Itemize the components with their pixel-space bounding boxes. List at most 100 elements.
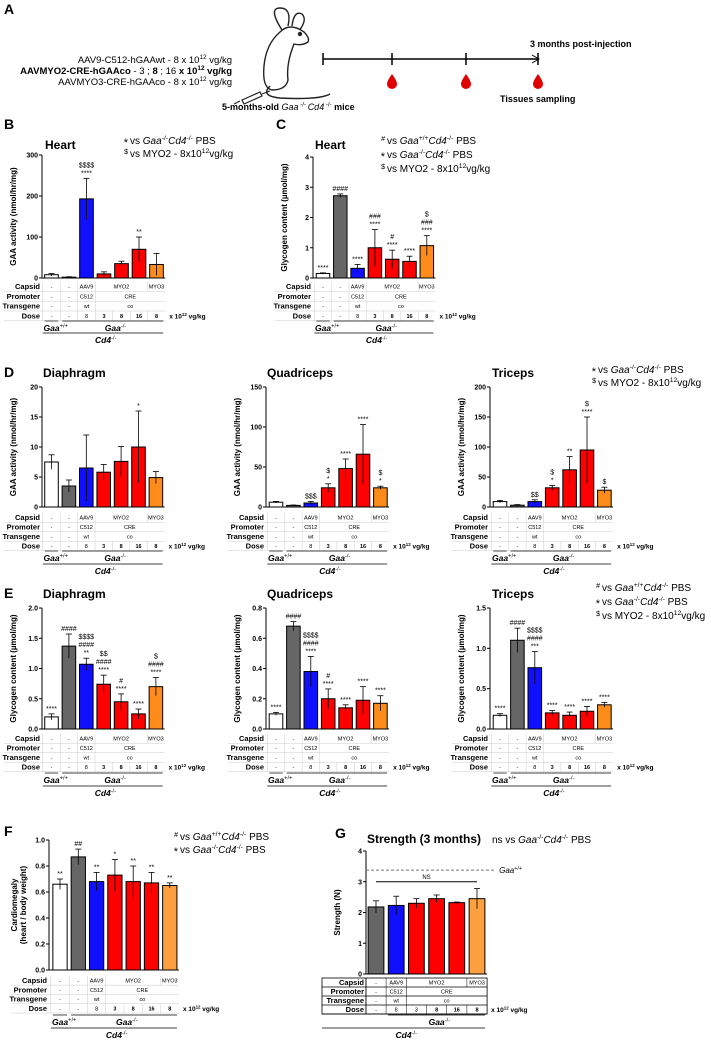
significance-annotation: **** xyxy=(81,170,92,177)
text-run: -/- xyxy=(121,324,127,330)
text-run: Gaa xyxy=(268,775,284,785)
table-cell: 16 xyxy=(454,1008,460,1014)
table-row-label: Dose xyxy=(293,311,311,320)
text-run: Cd4 xyxy=(106,1030,122,1040)
significance-annotation: **** xyxy=(323,681,334,688)
bar xyxy=(88,881,105,971)
significance-annotation: ** xyxy=(130,858,136,865)
table-cell: 16 xyxy=(406,314,412,320)
table-cell: - xyxy=(68,304,70,310)
legend-entry: vs Gaa+/+Cd4-/- PBS xyxy=(387,135,476,147)
text-run: Cd4 xyxy=(319,566,335,576)
y-tick-label: 0.4 xyxy=(252,666,262,673)
significance-annotation: * xyxy=(327,476,330,483)
significance-annotation: $$$$ xyxy=(79,634,95,641)
table-cell: MYO2 xyxy=(338,737,354,743)
table-cell: MYO2 xyxy=(338,516,354,522)
significance-annotation: ## xyxy=(74,841,82,848)
legend-symbol: * xyxy=(592,366,597,378)
text-run: PBS xyxy=(453,136,476,147)
table-cell: co xyxy=(127,535,133,541)
text-run: Cd4 xyxy=(543,788,559,798)
table-row-label: Dose xyxy=(22,311,40,320)
panel-label-a: A xyxy=(4,1,14,17)
text-run: Gaa xyxy=(611,365,630,376)
y-tick-label: 100 xyxy=(250,425,262,432)
bar xyxy=(544,487,560,508)
text-run: +/+ xyxy=(634,582,644,589)
table-cell: - xyxy=(51,285,53,291)
significance-annotation: * xyxy=(137,403,140,410)
genotype-label: Gaa+/+ xyxy=(315,323,340,333)
text-run: vg/kg xyxy=(635,544,654,551)
table-cell: 8 xyxy=(395,1008,398,1014)
table-cell: - xyxy=(59,979,61,985)
text-run: -/- xyxy=(654,364,660,371)
table-row-label: Dose xyxy=(22,542,40,551)
y-tick-label: 1.0 xyxy=(476,646,486,653)
panel-c xyxy=(275,156,436,334)
table-cell: CRE xyxy=(572,525,584,531)
text-run: PBS xyxy=(665,597,688,608)
table-cell: - xyxy=(499,516,501,522)
panel-title: Heart xyxy=(45,138,76,152)
significance-annotation: $ xyxy=(378,470,382,477)
bar xyxy=(448,902,466,975)
text-run: 12 xyxy=(406,763,411,768)
table-cell: - xyxy=(339,294,341,300)
y-axis-label: (heart / body weight) xyxy=(19,866,28,945)
table-row-label: Promoter xyxy=(14,985,47,994)
genotype-label: Cd4-/- xyxy=(396,1030,418,1040)
y-axis-label: Glycogen content (µmol/mg) xyxy=(457,614,466,723)
text-run: vg/kg xyxy=(207,77,232,88)
legend-entry: vs Gaa-/-Cd4-/- PBS xyxy=(387,149,473,161)
significance-annotation: **** xyxy=(340,451,351,458)
table-row-label: Capsid xyxy=(286,282,311,291)
table-cell: - xyxy=(322,285,324,291)
table-cell: - xyxy=(59,1006,61,1012)
table-cell: - xyxy=(292,525,294,531)
text-run: 12 xyxy=(630,763,635,768)
table-row-label: Transgene xyxy=(9,995,47,1004)
significance-annotation: **** xyxy=(305,648,316,655)
table-cell: 16 xyxy=(584,544,590,550)
table-row-label: Capsid xyxy=(15,282,40,291)
table-cell: AAV9 xyxy=(304,516,318,522)
table-cell: MYO3 xyxy=(148,737,164,743)
significance-annotation: **** xyxy=(340,697,351,704)
y-tick-label: 0.5 xyxy=(476,686,486,693)
table-cell: MYO3 xyxy=(597,737,613,743)
table-cell: 3 xyxy=(327,544,330,550)
table-row-label: Promoter xyxy=(278,292,311,301)
significance-annotation: $$$$ xyxy=(79,162,95,169)
table-cell: 8 xyxy=(155,314,158,320)
table-cell: - xyxy=(499,525,501,531)
y-tick-label: 0.0 xyxy=(476,727,486,734)
dose-unit: x 1012 vg/kg xyxy=(393,763,429,772)
table-row-label: Capsid xyxy=(339,978,364,987)
table-cell: - xyxy=(59,997,61,1003)
text-run: -/- xyxy=(559,789,565,795)
y-tick-label: 200 xyxy=(474,385,486,392)
table-cell: AAV9 xyxy=(79,737,93,743)
text-run: 12 xyxy=(452,312,457,317)
text-run: -/- xyxy=(111,336,117,342)
genotype-label: Gaa+/+ xyxy=(492,775,517,785)
text-run: -/- xyxy=(537,834,543,841)
text-run: -/- xyxy=(443,149,449,156)
table-cell: wt xyxy=(354,304,361,310)
blood-drop-icon xyxy=(461,74,471,89)
text-run: -/- xyxy=(569,776,575,782)
panel-d1 xyxy=(4,386,165,565)
table-row-label: Transgene xyxy=(2,532,40,541)
table-cell: 8 xyxy=(120,544,123,550)
bar xyxy=(387,904,405,975)
text-run: -/- xyxy=(419,149,425,156)
significance-annotation: $ xyxy=(425,212,429,219)
significance-annotation: **** xyxy=(46,706,57,713)
table-cell: CRE xyxy=(124,746,136,752)
table-cell: 8 xyxy=(435,1008,438,1014)
table-cell: MYO2 xyxy=(429,981,445,987)
y-tick-label: 0 xyxy=(34,276,38,283)
